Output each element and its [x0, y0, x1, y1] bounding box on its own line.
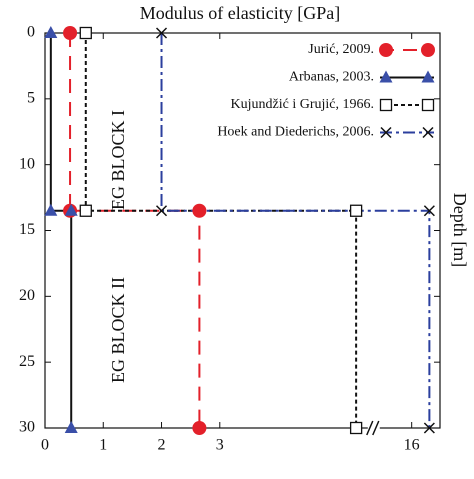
- series-line: [49, 33, 73, 428]
- x-tick-label: 2: [158, 437, 166, 454]
- y-tick-label: 20: [19, 287, 35, 304]
- axis-break: [366, 420, 374, 436]
- y-tick-label: 25: [19, 353, 35, 370]
- y-tick-label: 10: [19, 155, 35, 172]
- marker: [380, 126, 392, 139]
- legend-label: Arbanas, 2003.: [289, 70, 374, 85]
- plot-frame: [44, 32, 441, 429]
- marker: [79, 204, 92, 217]
- marker: [192, 421, 207, 435]
- marker: [421, 70, 435, 83]
- marker: [44, 203, 58, 216]
- marker: [64, 203, 78, 216]
- x-tick-label: 0: [41, 437, 49, 454]
- axis-break: [372, 420, 380, 436]
- marker: [192, 203, 207, 218]
- marker: [63, 26, 78, 40]
- series-line: [84, 33, 358, 428]
- annotation: EG BLOCK II: [108, 277, 128, 383]
- legend-label: Jurić, 2009.: [308, 42, 374, 57]
- series-line: [69, 33, 201, 428]
- legend: Jurić, 2009. Arbanas, 2003. Kujundžić i Gr…: [217, 42, 435, 140]
- marker: [421, 98, 435, 112]
- marker: [155, 27, 168, 39]
- annotation: EG BLOCK I: [108, 110, 128, 210]
- x-tick-label: 3: [216, 437, 224, 454]
- marker: [349, 204, 363, 217]
- marker: [379, 98, 393, 112]
- legend-label: Kujundžić i Grujić, 1966.: [231, 97, 374, 112]
- marker: [422, 126, 434, 139]
- chart-title: Modulus of elasticity [GPa]: [140, 3, 340, 23]
- marker: [379, 70, 393, 83]
- marker: [155, 205, 168, 217]
- y-tick-label: 15: [19, 221, 35, 238]
- marker: [423, 422, 435, 434]
- marker: [421, 43, 435, 57]
- marker: [349, 421, 363, 435]
- marker: [423, 205, 435, 217]
- marker: [44, 26, 58, 38]
- marker: [379, 43, 393, 57]
- y-axis-label: Depth [m]: [450, 193, 470, 267]
- y-tick-label: 0: [27, 24, 35, 41]
- marker: [64, 421, 78, 433]
- y-tick-label: 5: [27, 90, 35, 107]
- x-tick-label: 1: [99, 437, 107, 454]
- x-tick-label: 16: [404, 437, 420, 454]
- y-tick-label: 30: [19, 419, 35, 436]
- marker: [79, 26, 92, 40]
- legend-label: Hoek and Diederichs, 2006.: [217, 125, 374, 140]
- series-line: [160, 33, 431, 428]
